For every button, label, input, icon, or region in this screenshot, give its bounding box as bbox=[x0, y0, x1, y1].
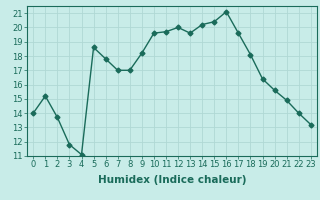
X-axis label: Humidex (Indice chaleur): Humidex (Indice chaleur) bbox=[98, 175, 246, 185]
